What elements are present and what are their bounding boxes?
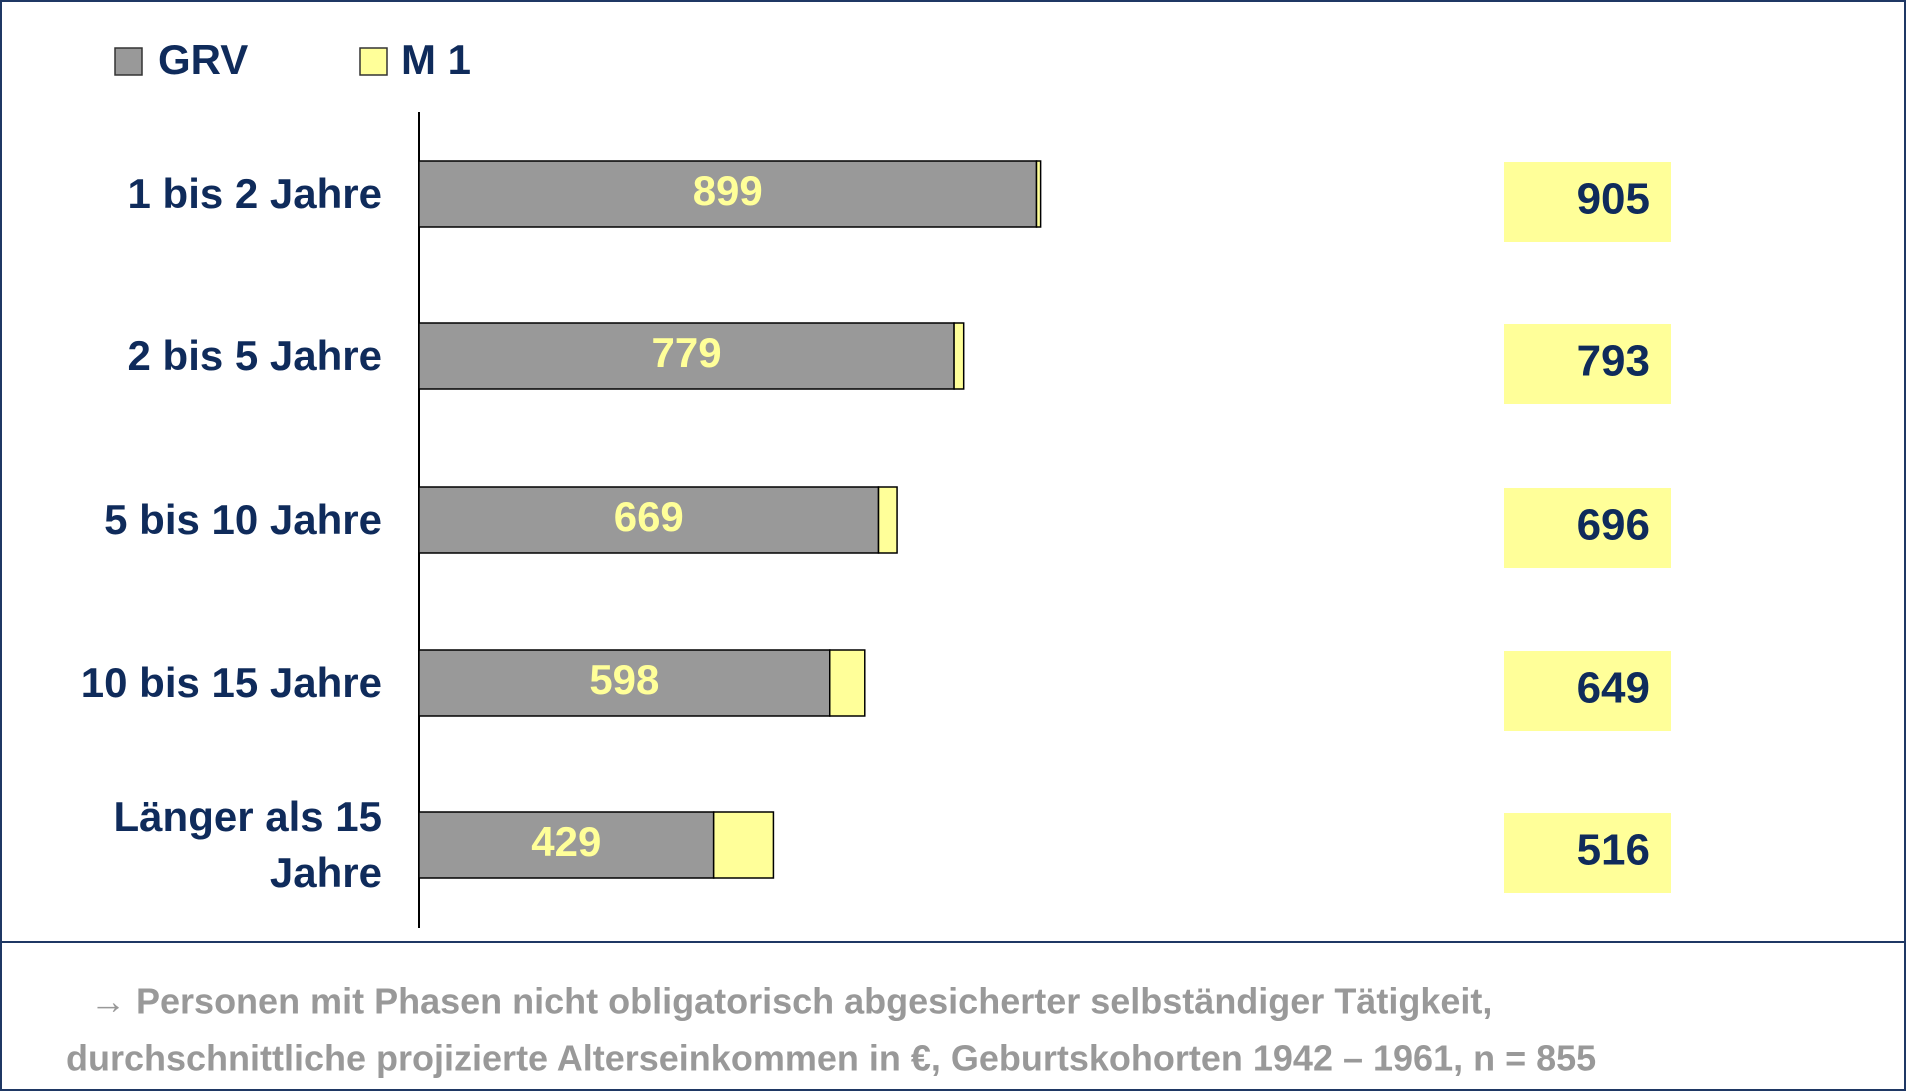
total-label: 793 xyxy=(1577,337,1650,386)
bar-value-label: 899 xyxy=(693,167,763,214)
total-box xyxy=(1504,488,1671,568)
bar-segment xyxy=(418,811,715,879)
bar-segment xyxy=(1035,160,1042,228)
bar-segment xyxy=(877,486,898,554)
bar-value-label: 429 xyxy=(531,818,601,865)
total-label: 905 xyxy=(1577,175,1650,224)
footnote-line: durchschnittliche projizierte Alterseink… xyxy=(66,1038,1596,1079)
total-box xyxy=(1504,324,1671,404)
bar-value-label: 779 xyxy=(651,329,721,376)
bar-value-label: 669 xyxy=(614,493,684,540)
category-label: 5 bis 10 Jahre xyxy=(104,496,382,543)
total-label: 649 xyxy=(1577,664,1650,713)
category-label: Länger als 15 Jahre xyxy=(113,793,382,896)
bar-segment xyxy=(418,322,955,390)
bar-segment xyxy=(418,649,831,717)
bar-segment xyxy=(829,649,866,717)
bar-segment xyxy=(418,160,1038,228)
bar-segment xyxy=(418,486,880,554)
category-label: 10 bis 15 Jahre xyxy=(80,659,382,706)
bar-segment xyxy=(953,322,965,390)
legend-swatch xyxy=(359,47,388,76)
legend-label: M 1 xyxy=(401,36,471,83)
category-label: 1 bis 2 Jahre xyxy=(127,170,382,217)
legend-swatch xyxy=(114,47,143,76)
footnote-line: → Personen mit Phasen nicht obligatorisc… xyxy=(90,981,1492,1022)
total-label: 696 xyxy=(1577,501,1650,550)
total-box xyxy=(1504,651,1671,731)
total-box xyxy=(1504,813,1671,893)
total-label: 516 xyxy=(1577,826,1650,875)
bar-segment xyxy=(712,811,775,879)
total-box xyxy=(1504,162,1671,242)
legend-label: GRV xyxy=(158,36,248,83)
category-label: 2 bis 5 Jahre xyxy=(127,332,382,379)
bar-value-label: 598 xyxy=(589,656,659,703)
